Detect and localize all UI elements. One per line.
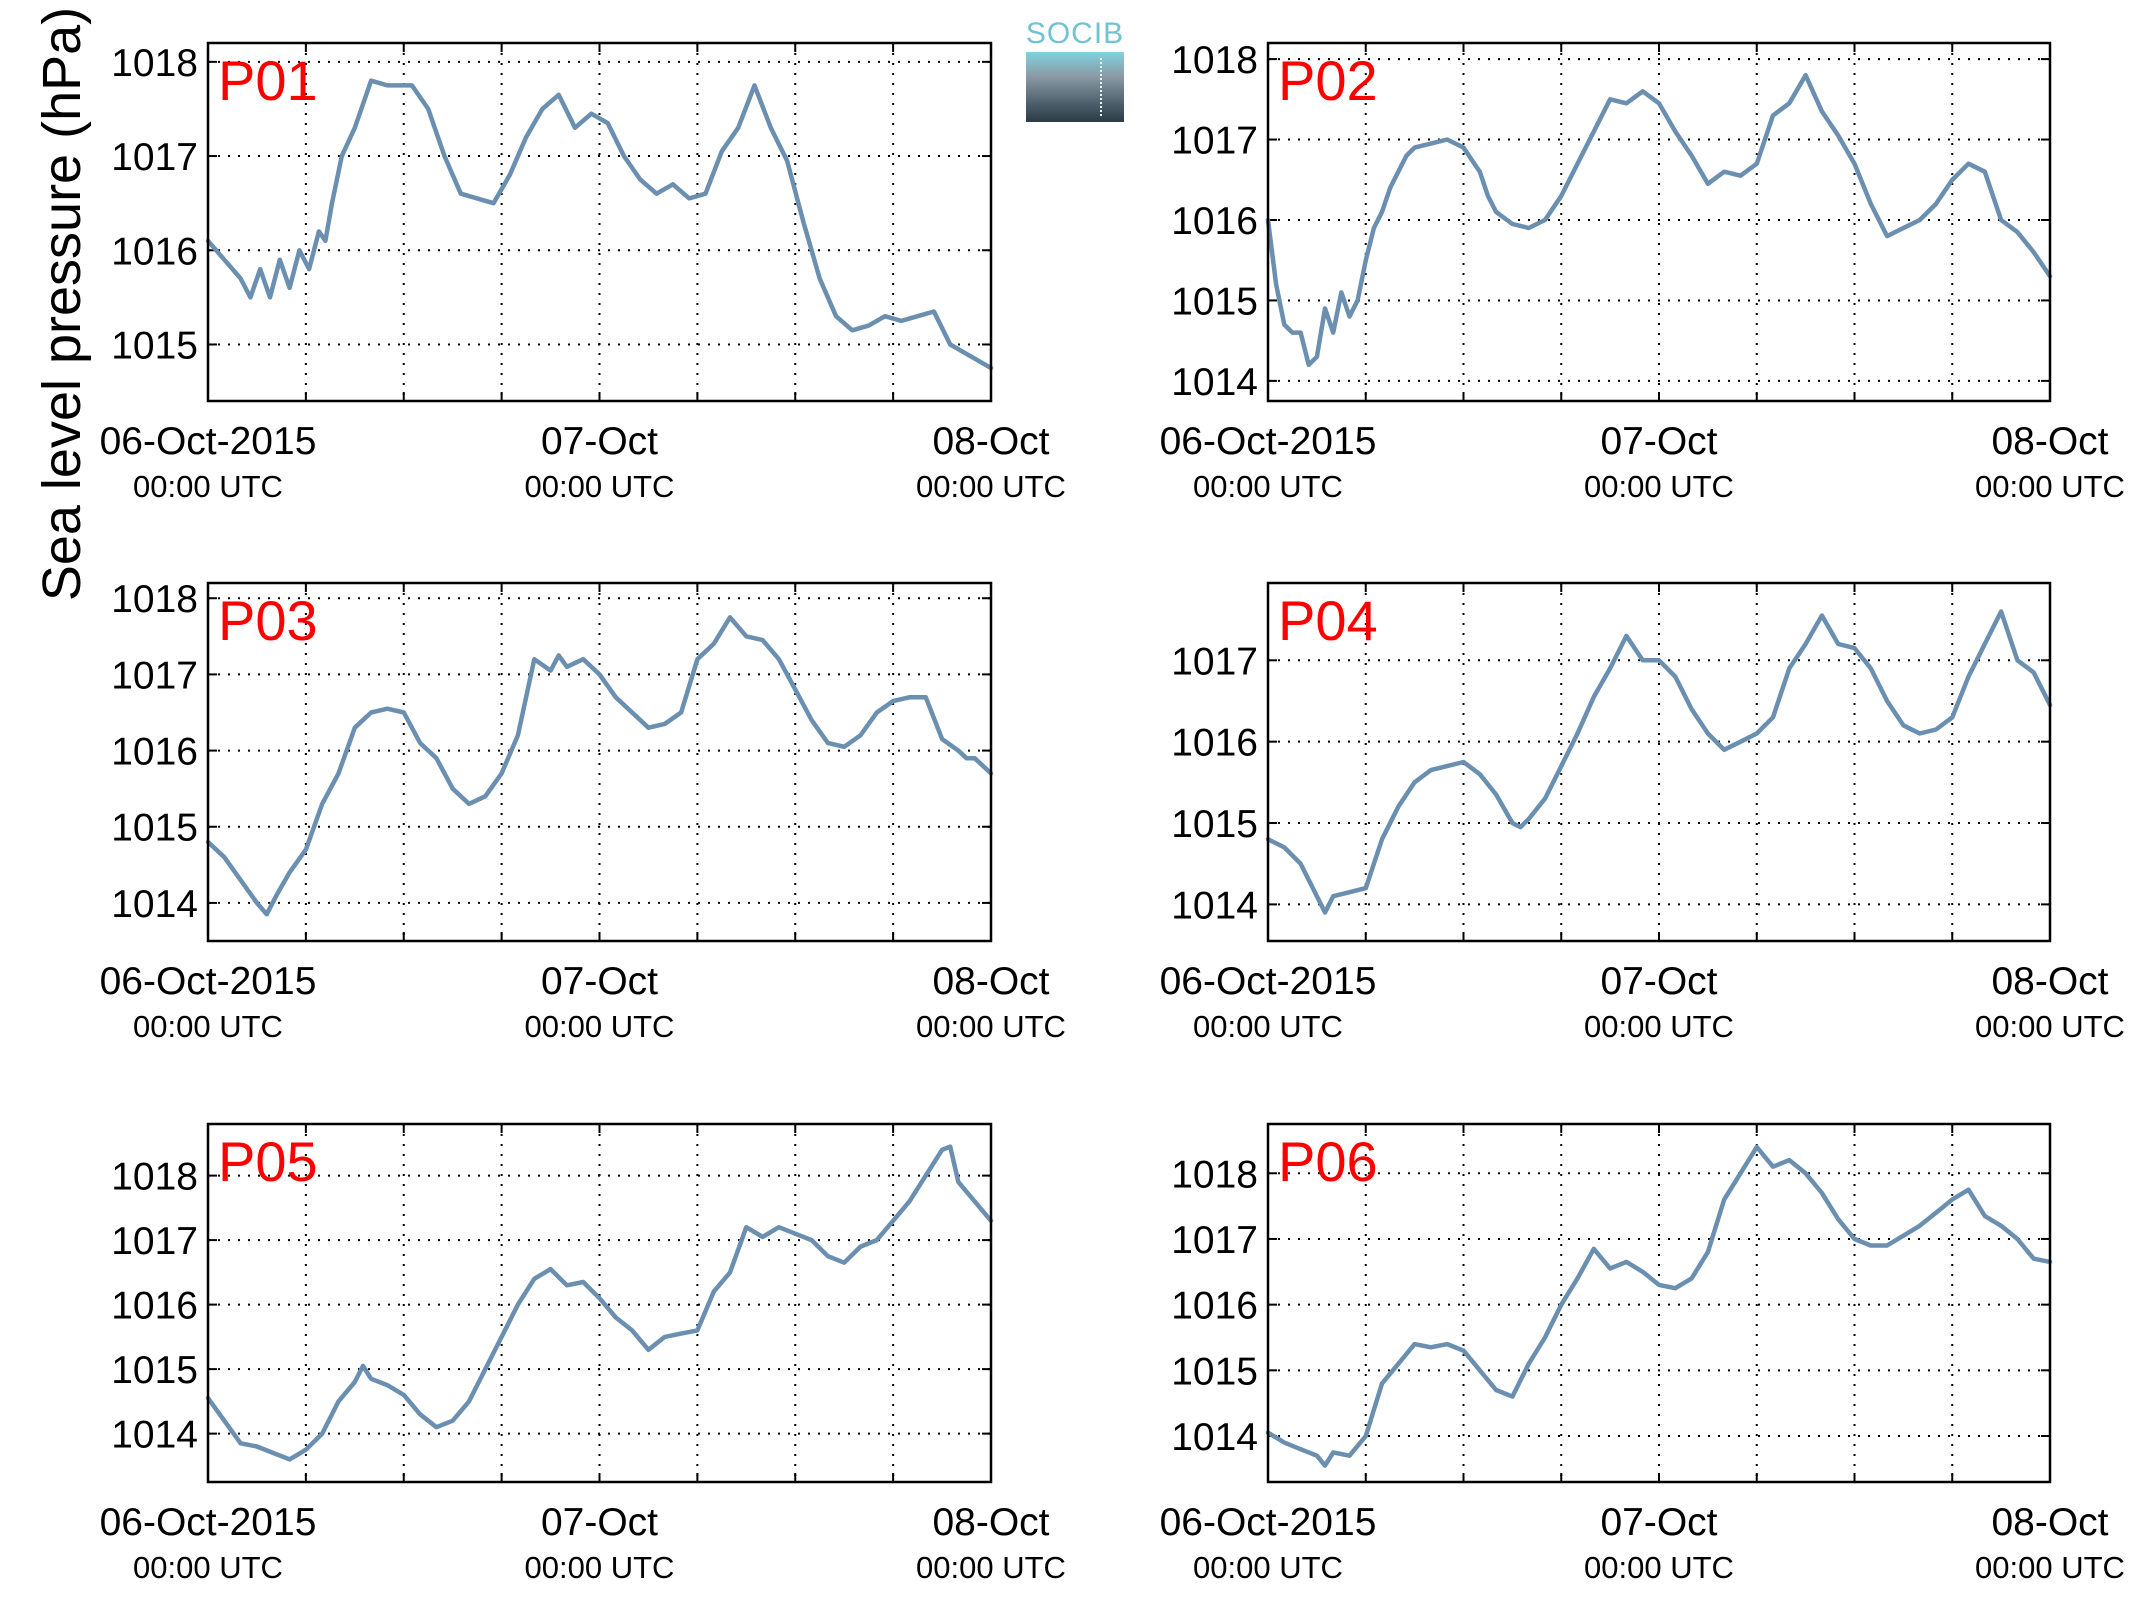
x-tick-label-time: 00:00 UTC bbox=[1975, 1009, 2125, 1044]
y-tick-label: 1016 bbox=[111, 1285, 198, 1328]
y-tick-label: 1014 bbox=[1171, 361, 1258, 404]
panel-label: P01 bbox=[218, 49, 318, 112]
x-tick-label-time: 00:00 UTC bbox=[1975, 1550, 2125, 1585]
y-tick-label: 1017 bbox=[111, 1220, 198, 1263]
x-tick-label-time: 00:00 UTC bbox=[1584, 469, 1734, 504]
plot-frame bbox=[1266, 41, 2052, 403]
panel-label: P04 bbox=[1278, 589, 1378, 652]
x-tick-label-time: 00:00 UTC bbox=[1584, 1009, 1734, 1044]
panel-label: P05 bbox=[218, 1130, 318, 1193]
y-tick-label: 1017 bbox=[1171, 1219, 1258, 1262]
x-tick-label-time: 00:00 UTC bbox=[133, 1009, 283, 1044]
plot-frame bbox=[206, 1122, 993, 1484]
y-tick-label: 1017 bbox=[111, 136, 198, 179]
panel-label: P02 bbox=[1278, 49, 1378, 112]
plot-frame bbox=[206, 581, 993, 943]
panel-label: P03 bbox=[218, 589, 318, 652]
pressure-series-line bbox=[1265, 72, 2053, 368]
y-tick-label: 1016 bbox=[111, 230, 198, 273]
y-tick-label: 1018 bbox=[1171, 39, 1258, 82]
x-tick-label-time: 00:00 UTC bbox=[133, 469, 283, 504]
plot-frame bbox=[1266, 1122, 2052, 1484]
pressure-series-line bbox=[205, 615, 994, 917]
x-tick-label-time: 00:00 UTC bbox=[1193, 1009, 1343, 1044]
x-tick-label-time: 00:00 UTC bbox=[133, 1550, 283, 1585]
plot-frame bbox=[1266, 581, 2052, 943]
y-tick-label: 1017 bbox=[1171, 640, 1258, 683]
x-tick-label-time: 00:00 UTC bbox=[1975, 469, 2125, 504]
logo-graphic bbox=[1026, 52, 1124, 122]
x-tick-label-date: 08-Oct bbox=[1991, 960, 2108, 1003]
y-tick-label: 1015 bbox=[1171, 803, 1258, 846]
y-tick-label: 1016 bbox=[1171, 200, 1258, 243]
x-tick-label-date: 06-Oct-2015 bbox=[1160, 1501, 1377, 1544]
panel-label: P06 bbox=[1278, 1130, 1378, 1193]
y-tick-label: 1014 bbox=[1171, 1416, 1258, 1459]
x-tick-label-date: 08-Oct bbox=[1991, 420, 2108, 463]
x-tick-label-date: 08-Oct bbox=[1991, 1501, 2108, 1544]
plot-frame bbox=[206, 41, 993, 403]
x-tick-label-date: 06-Oct-2015 bbox=[1160, 960, 1377, 1003]
x-tick-label-date: 06-Oct-2015 bbox=[100, 1501, 317, 1544]
y-tick-label: 1016 bbox=[1171, 722, 1258, 765]
y-tick-label: 1018 bbox=[111, 1156, 198, 1199]
y-tick-label: 1018 bbox=[1171, 1153, 1258, 1196]
y-tick-label: 1015 bbox=[111, 807, 198, 850]
y-tick-label: 1017 bbox=[111, 654, 198, 697]
pressure-series-line bbox=[1265, 609, 2053, 915]
x-tick-label-time: 00:00 UTC bbox=[525, 1550, 675, 1585]
x-tick-label-time: 00:00 UTC bbox=[1193, 469, 1343, 504]
x-tick-label-date: 06-Oct-2015 bbox=[100, 960, 317, 1003]
pressure-series-line bbox=[205, 1144, 994, 1462]
x-tick-label-date: 08-Oct bbox=[932, 1501, 1049, 1544]
x-tick-label-date: 07-Oct bbox=[541, 420, 658, 463]
y-tick-label: 1018 bbox=[111, 42, 198, 85]
x-tick-label-date: 08-Oct bbox=[932, 420, 1049, 463]
x-tick-label-date: 07-Oct bbox=[1600, 420, 1717, 463]
x-tick-label-time: 00:00 UTC bbox=[525, 469, 675, 504]
socib-logo: SOCIB bbox=[1024, 18, 1126, 122]
y-tick-label: 1015 bbox=[111, 1349, 198, 1392]
y-tick-label: 1015 bbox=[1171, 1350, 1258, 1393]
y-tick-label: 1018 bbox=[111, 578, 198, 621]
x-tick-label-date: 07-Oct bbox=[1600, 1501, 1717, 1544]
x-tick-label-date: 06-Oct-2015 bbox=[100, 420, 317, 463]
y-tick-label: 1015 bbox=[1171, 280, 1258, 323]
x-tick-label-time: 00:00 UTC bbox=[916, 1009, 1066, 1044]
x-tick-label-time: 00:00 UTC bbox=[1584, 1550, 1734, 1585]
logo-text: SOCIB bbox=[1025, 17, 1125, 50]
y-tick-label: 1014 bbox=[111, 883, 198, 926]
y-tick-label: 1015 bbox=[111, 324, 198, 367]
x-tick-label-date: 08-Oct bbox=[932, 960, 1049, 1003]
y-tick-label: 1017 bbox=[1171, 120, 1258, 163]
y-tick-label: 1014 bbox=[1171, 884, 1258, 927]
x-tick-label-date: 07-Oct bbox=[541, 960, 658, 1003]
x-tick-label-date: 07-Oct bbox=[541, 1501, 658, 1544]
pressure-series-line bbox=[1265, 1144, 2053, 1468]
x-tick-label-time: 00:00 UTC bbox=[525, 1009, 675, 1044]
x-tick-label-time: 00:00 UTC bbox=[916, 469, 1066, 504]
x-tick-label-time: 00:00 UTC bbox=[916, 1550, 1066, 1585]
x-tick-label-date: 07-Oct bbox=[1600, 960, 1717, 1003]
x-tick-label-date: 06-Oct-2015 bbox=[1160, 420, 1377, 463]
x-tick-label-time: 00:00 UTC bbox=[1193, 1550, 1343, 1585]
y-tick-label: 1016 bbox=[1171, 1285, 1258, 1328]
y-tick-label: 1014 bbox=[111, 1414, 198, 1457]
pressure-series-line bbox=[205, 78, 994, 371]
y-tick-label: 1016 bbox=[111, 731, 198, 774]
